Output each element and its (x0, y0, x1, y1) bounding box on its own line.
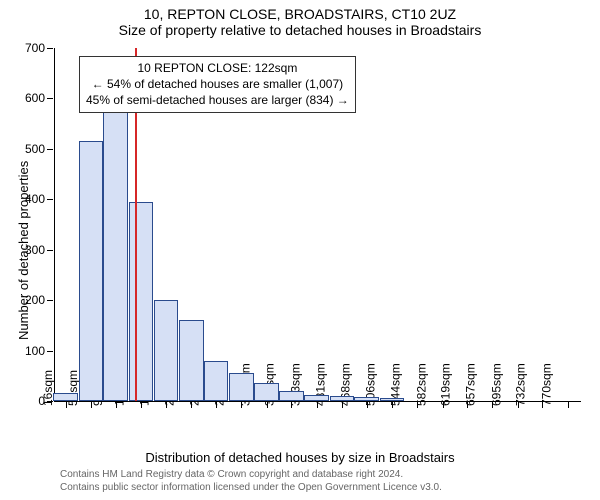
histogram-bar (304, 395, 329, 401)
y-tick (47, 300, 53, 301)
plot-area: 010020030040050060070016sqm54sqm91sqm129… (54, 48, 581, 402)
annotation-line: ← 54% of detached houses are smaller (1,… (86, 76, 349, 92)
x-axis-title: Distribution of detached houses by size … (0, 450, 600, 465)
histogram-bar (129, 202, 154, 401)
footer-line1: Contains HM Land Registry data © Crown c… (60, 468, 442, 481)
footer-line2: Contains public sector information licen… (60, 481, 442, 494)
y-tick-label: 300 (25, 243, 45, 257)
histogram-bar (154, 300, 179, 401)
y-tick (47, 48, 53, 49)
y-tick-label: 700 (25, 41, 45, 55)
x-tick-label: 582sqm (414, 363, 428, 406)
chart-container: 10, REPTON CLOSE, BROADSTAIRS, CT10 2UZ … (0, 0, 600, 500)
x-tick-label: 619sqm (439, 363, 453, 406)
x-tick-label: 657sqm (464, 363, 478, 406)
y-tick-label: 400 (25, 192, 45, 206)
title-subtitle: Size of property relative to detached ho… (0, 22, 600, 42)
y-tick (47, 149, 53, 150)
y-tick (47, 199, 53, 200)
histogram-bar (354, 397, 379, 401)
y-tick-label: 100 (25, 344, 45, 358)
x-tick (568, 402, 569, 408)
annotation-line: 10 REPTON CLOSE: 122sqm (86, 60, 349, 76)
histogram-bar (229, 373, 254, 401)
chart-wrap: 010020030040050060070016sqm54sqm91sqm129… (54, 48, 580, 401)
histogram-bar (254, 383, 279, 401)
y-tick-label: 200 (25, 293, 45, 307)
histogram-bar (103, 78, 128, 401)
y-tick-label: 600 (25, 91, 45, 105)
y-tick (47, 98, 53, 99)
footer-attribution: Contains HM Land Registry data © Crown c… (60, 468, 442, 494)
annotation-box: 10 REPTON CLOSE: 122sqm← 54% of detached… (79, 56, 356, 113)
x-tick-label: 695sqm (489, 363, 503, 406)
histogram-bar (179, 320, 204, 401)
y-tick-label: 500 (25, 142, 45, 156)
y-tick (47, 351, 53, 352)
histogram-bar (330, 396, 355, 401)
annotation-line: 45% of semi-detached houses are larger (… (86, 92, 349, 108)
x-tick-label: 770sqm (539, 363, 553, 406)
title-address: 10, REPTON CLOSE, BROADSTAIRS, CT10 2UZ (0, 0, 600, 22)
x-tick-label: 732sqm (514, 363, 528, 406)
histogram-bar (79, 141, 104, 401)
histogram-bar (279, 391, 304, 401)
histogram-bar (380, 398, 405, 401)
histogram-bar (204, 361, 229, 401)
histogram-bar (53, 393, 78, 401)
y-tick (47, 250, 53, 251)
